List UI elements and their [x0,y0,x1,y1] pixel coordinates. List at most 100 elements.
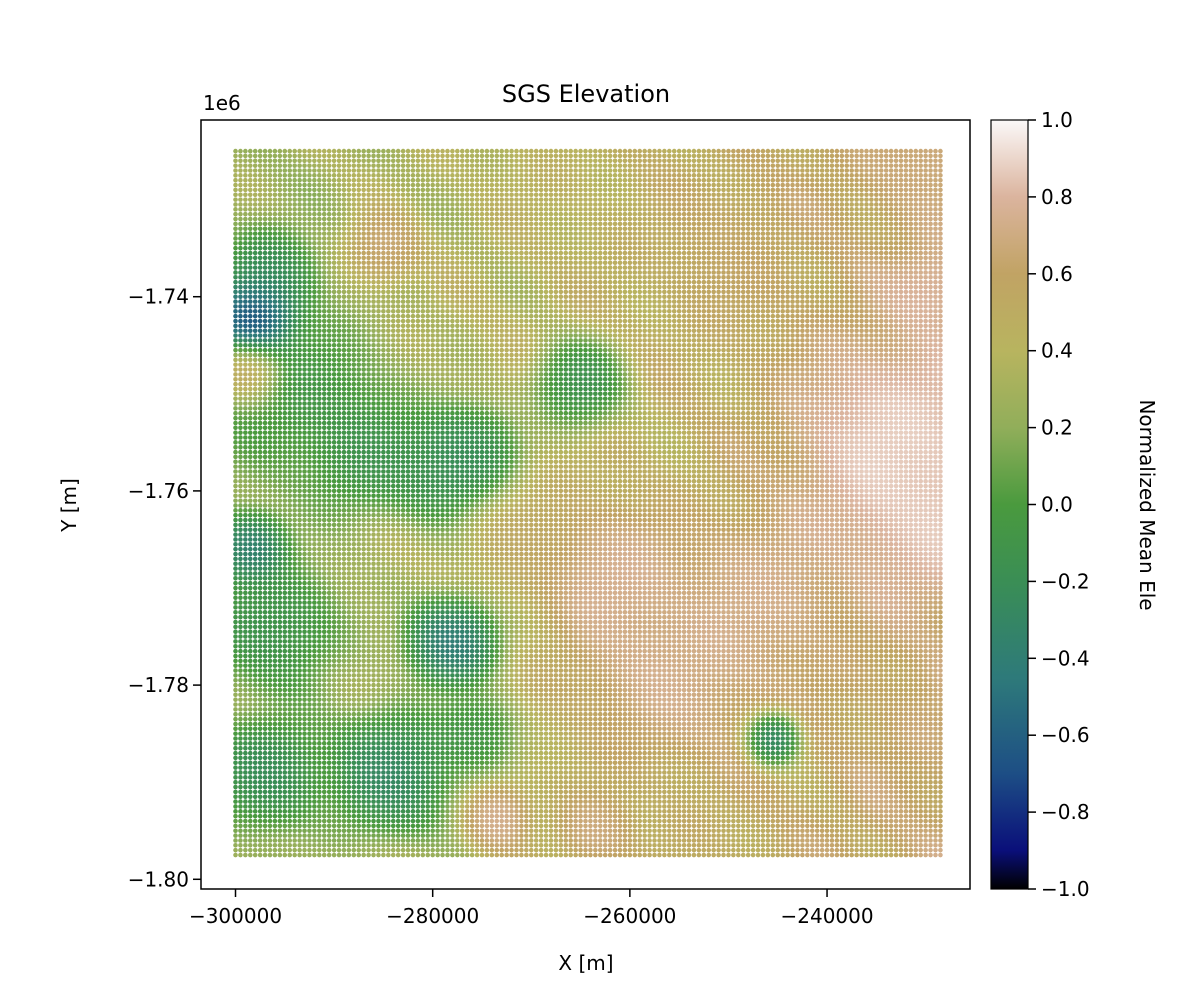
scatter-point [247,415,253,421]
scatter-point [282,794,288,800]
scatter-point [346,328,352,334]
scatter-point [312,512,317,518]
scatter-point [376,381,381,387]
scatter-point [267,153,273,159]
scatter-point [292,750,297,756]
scatter-point [381,527,386,533]
scatter-point [390,658,396,664]
scatter-point [351,410,357,416]
scatter-point [326,211,332,217]
scatter-point [395,600,401,605]
scatter-point [272,770,278,775]
scatter-point [390,522,396,528]
scatter-point [376,401,381,406]
scatter-point [351,517,357,523]
scatter-point [233,250,238,256]
scatter-point [395,231,401,236]
scatter-point [317,585,322,591]
scatter-point [287,372,293,377]
scatter-point [297,226,302,232]
scatter-point [376,415,381,421]
scatter-point [247,444,253,450]
scatter-point [381,542,386,547]
scatter-point [252,653,258,659]
scatter-point [272,498,278,503]
scatter-point [361,182,366,188]
scatter-point [390,216,396,222]
scatter-point [366,852,371,858]
scatter-point [272,775,278,780]
scatter-point [371,478,376,484]
scatter-point [371,381,376,387]
scatter-point [292,357,297,363]
scatter-point [356,605,362,610]
scatter-point [307,192,312,198]
scatter-point [238,211,243,217]
scatter-point [243,226,248,232]
scatter-point [243,643,248,649]
scatter-point [297,435,302,440]
scatter-point [381,488,386,494]
scatter-point [351,425,357,431]
scatter-point [247,197,253,202]
scatter-point [400,211,406,217]
scatter-point [351,245,357,251]
scatter-point [386,177,391,183]
scatter-point [272,556,278,562]
scatter-point [277,202,283,207]
scatter-point [233,508,238,513]
scatter-point [252,488,258,494]
scatter-point [371,226,376,232]
scatter-point [302,643,307,649]
scatter-point [262,561,268,567]
scatter-point [252,464,258,469]
scatter-point [390,231,396,236]
scatter-point [331,270,337,275]
scatter-point [302,440,307,445]
scatter-point [297,168,302,173]
scatter-point [390,211,396,217]
scatter-point [395,202,401,207]
scatter-point [243,619,248,625]
scatter-point [376,512,381,518]
scatter-point [346,469,352,474]
scatter-point [302,211,307,217]
scatter-point [282,575,288,581]
scatter-point [312,702,317,707]
scatter-point [257,420,263,426]
scatter-point [356,711,362,717]
scatter-point [386,707,391,712]
scatter-point [238,158,243,164]
scatter-point [371,551,376,557]
scatter-point [238,279,243,285]
scatter-point [366,653,371,659]
scatter-point [312,211,317,217]
scatter-point [297,401,302,406]
scatter-point [356,478,362,484]
scatter-point [326,789,332,795]
scatter-point [356,207,362,212]
scatter-point [282,241,288,246]
scatter-point [243,663,248,668]
scatter-point [395,512,401,518]
scatter-point [371,755,376,761]
scatter-point [252,809,258,814]
scatter-point [292,454,297,460]
scatter-point [277,313,283,319]
scatter-point [331,406,337,411]
scatter-point [257,551,263,557]
scatter-point [395,653,401,659]
scatter-point [302,488,307,494]
scatter-point [351,289,357,295]
scatter-point [346,279,352,285]
scatter-point [233,614,238,620]
scatter-point [252,537,258,542]
scatter-point [277,580,283,586]
scatter-point [351,503,357,508]
scatter-point [262,537,268,542]
scatter-point [371,595,376,601]
scatter-point [243,585,248,591]
scatter-point [390,682,396,688]
scatter-point [302,386,307,392]
scatter-point [297,789,302,795]
